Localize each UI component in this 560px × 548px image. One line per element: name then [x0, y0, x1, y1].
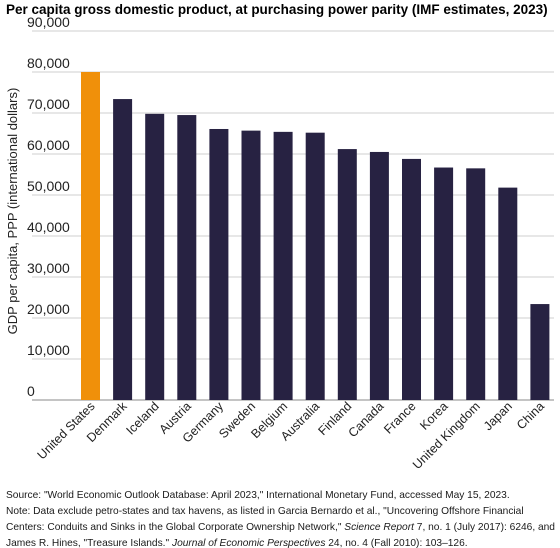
bar-canada [369, 151, 389, 400]
y-tick-label: 10,000 [27, 342, 70, 358]
bar-germany [209, 128, 229, 401]
y-tick-labels: 0 10,000 20,000 30,000 40,000 50,000 60,000 70,… [27, 14, 70, 399]
y-axis-title: GDP per capita, PPP (international dolla… [5, 88, 20, 335]
bar-belgium [273, 131, 293, 401]
bar-china [530, 304, 550, 400]
bar-japan [498, 187, 518, 400]
y-tick-label: 90,000 [27, 14, 70, 30]
bar-united-kingdom [466, 168, 486, 400]
bar-chart: 0 10,000 20,000 30,000 40,000 50,000 60,000 70,… [5, 14, 554, 472]
y-tick-label: 80,000 [27, 55, 70, 71]
footnote-note-part-b: 7, no. 1 (July 2017): 6246, and James R.… [6, 522, 555, 548]
y-tick-label: 70,000 [27, 96, 70, 112]
x-tick-label: Japan [481, 399, 515, 433]
footnote-note-part-a: Note: Data exclude petro-states and tax … [6, 506, 524, 533]
y-tick-label: 40,000 [27, 219, 70, 235]
bar-australia [305, 132, 325, 400]
bar-united-states [81, 72, 100, 400]
x-tick-label: Iceland [123, 399, 161, 437]
footnote: Source: "World Economic Outlook Database… [6, 488, 556, 548]
bar-denmark [113, 99, 133, 400]
y-tick-label: 50,000 [27, 178, 70, 194]
footnote-note: Note: Data exclude petro-states and tax … [6, 504, 556, 548]
footnote-journal-1: Science Report [344, 522, 414, 533]
bar-sweden [241, 130, 261, 400]
y-tick-label: 20,000 [27, 301, 70, 317]
chart-title: Per capita gross domestic product, at pu… [6, 2, 548, 17]
bar-korea [434, 167, 454, 400]
y-tick-label: 30,000 [27, 260, 70, 276]
bar-austria [177, 115, 197, 401]
bar-finland [337, 149, 357, 400]
bar-france [402, 158, 421, 400]
x-tick-label: Canada [346, 399, 387, 440]
footnote-journal-2: Journal of Economic Perspectives [171, 538, 326, 548]
x-tick-labels: United StatesDenmarkIcelandAustriaGerman… [35, 399, 547, 472]
y-tick-label: 60,000 [27, 137, 70, 153]
x-tick-label: France [381, 399, 418, 436]
x-tick-label: China [514, 399, 547, 432]
footnote-source: Source: "World Economic Outlook Database… [6, 490, 510, 501]
bar-iceland [145, 113, 165, 400]
footnote-note-part-c: 24, no. 4 (Fall 2010): 103–126. [328, 538, 468, 548]
y-tick-label: 0 [27, 383, 35, 399]
bars [81, 72, 550, 401]
